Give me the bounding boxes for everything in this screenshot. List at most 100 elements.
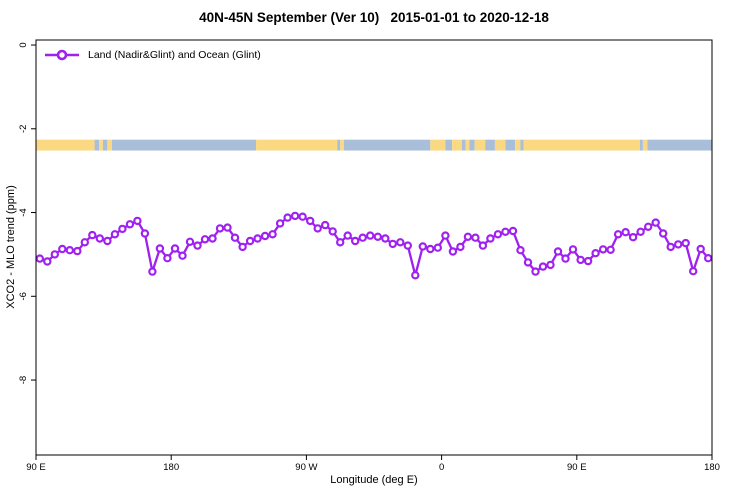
map-strip-segment-land — [515, 139, 521, 151]
data-point — [553, 247, 563, 256]
data-point — [628, 232, 638, 242]
data-point — [456, 242, 465, 252]
data-point — [230, 233, 240, 242]
data-point — [155, 244, 165, 253]
x-tick-label: 90 W — [295, 462, 317, 473]
data-point — [674, 240, 683, 249]
data-point — [478, 241, 488, 250]
data-point — [493, 230, 503, 239]
data-point — [238, 242, 247, 252]
data-point — [396, 238, 405, 247]
data-point — [275, 219, 285, 228]
data-point — [253, 234, 262, 243]
data-point — [403, 241, 412, 250]
data-point — [546, 260, 555, 270]
y-tick-label: -4 — [18, 208, 29, 216]
data-point — [418, 242, 427, 251]
data-point — [508, 226, 518, 236]
data-point — [140, 229, 150, 238]
data-point — [43, 257, 52, 266]
map-strip-segment-land — [256, 139, 338, 151]
data-point — [88, 230, 97, 240]
data-point — [73, 246, 82, 256]
y-tick-label: -2 — [18, 125, 29, 133]
data-point — [358, 233, 367, 242]
data-point — [80, 238, 90, 247]
map-strip-segment-land — [474, 139, 486, 151]
data-point — [215, 224, 225, 233]
data-point — [681, 238, 690, 248]
map-strip-segment-ocean — [94, 139, 100, 151]
y-tick-label: 0 — [18, 42, 29, 47]
map-strip-segment-ocean — [647, 139, 712, 151]
data-point — [583, 256, 593, 266]
data-point — [50, 250, 60, 259]
x-tick-label: 90 E — [567, 462, 587, 473]
x-tick-label: 90 E — [26, 462, 46, 473]
x-axis-title: Longitude (deg E) — [330, 474, 418, 486]
data-point — [448, 247, 458, 256]
data-point — [501, 227, 510, 236]
data-point — [471, 233, 480, 242]
data-point — [313, 224, 322, 233]
map-strip-segment-ocean — [445, 139, 453, 151]
map-strip-segment-land — [465, 139, 470, 151]
data-point — [381, 234, 390, 243]
map-strip-segment-ocean — [337, 139, 341, 151]
data-point — [531, 267, 540, 276]
data-point — [704, 254, 713, 263]
map-strip-segment-ocean — [469, 139, 475, 151]
data-point — [268, 230, 277, 239]
legend-label: Land (Nadir&Glint) and Ocean (Glint) — [88, 49, 261, 61]
data-point — [170, 244, 180, 253]
data-point — [523, 258, 533, 267]
map-strip-segment-ocean — [505, 139, 516, 151]
data-point — [441, 231, 450, 240]
plot-frame — [35, 39, 713, 456]
data-point — [366, 231, 375, 240]
data-point — [576, 255, 585, 265]
map-strip-segment-land — [642, 139, 648, 151]
y-tick-label: -8 — [18, 376, 29, 384]
data-point — [193, 241, 202, 250]
map-strip-segment-ocean — [520, 139, 524, 151]
data-point — [659, 229, 668, 238]
legend: Land (Nadir&Glint) and Ocean (Glint) — [44, 49, 261, 61]
data-point — [516, 245, 525, 255]
data-point — [321, 220, 330, 230]
data-point — [689, 267, 698, 276]
map-strip-segment-ocean — [461, 139, 466, 151]
x-tick-label: 180 — [704, 462, 720, 473]
data-point — [65, 245, 75, 255]
data-point — [463, 232, 473, 241]
data-point — [185, 237, 195, 246]
map-strip-segment-land — [340, 139, 344, 151]
data-point — [538, 262, 548, 271]
data-point — [178, 251, 187, 260]
map-strip-segment-land — [99, 139, 103, 151]
data-point — [568, 245, 578, 254]
map-strip-segment-land — [107, 139, 112, 151]
data-point — [148, 267, 157, 276]
map-strip-segment-land — [523, 139, 640, 151]
data-point — [351, 236, 360, 246]
map-strip-segment-land — [430, 139, 446, 151]
y-axis-title: XCO2 - MLO trend (ppm) — [5, 185, 17, 309]
data-point — [613, 230, 623, 239]
map-strip-segment-ocean — [343, 139, 431, 151]
x-tick-label: 0 — [439, 462, 444, 473]
data-point — [606, 245, 615, 254]
map-strip-segment-ocean — [102, 139, 108, 151]
data-line — [39, 214, 710, 277]
data-point — [298, 212, 307, 221]
data-point — [125, 220, 135, 229]
map-strip-segment-ocean — [111, 139, 257, 151]
data-point — [426, 244, 435, 254]
data-point — [591, 248, 600, 258]
data-point — [306, 216, 315, 226]
data-point — [598, 245, 608, 254]
data-point — [666, 242, 675, 252]
data-point — [621, 227, 630, 237]
